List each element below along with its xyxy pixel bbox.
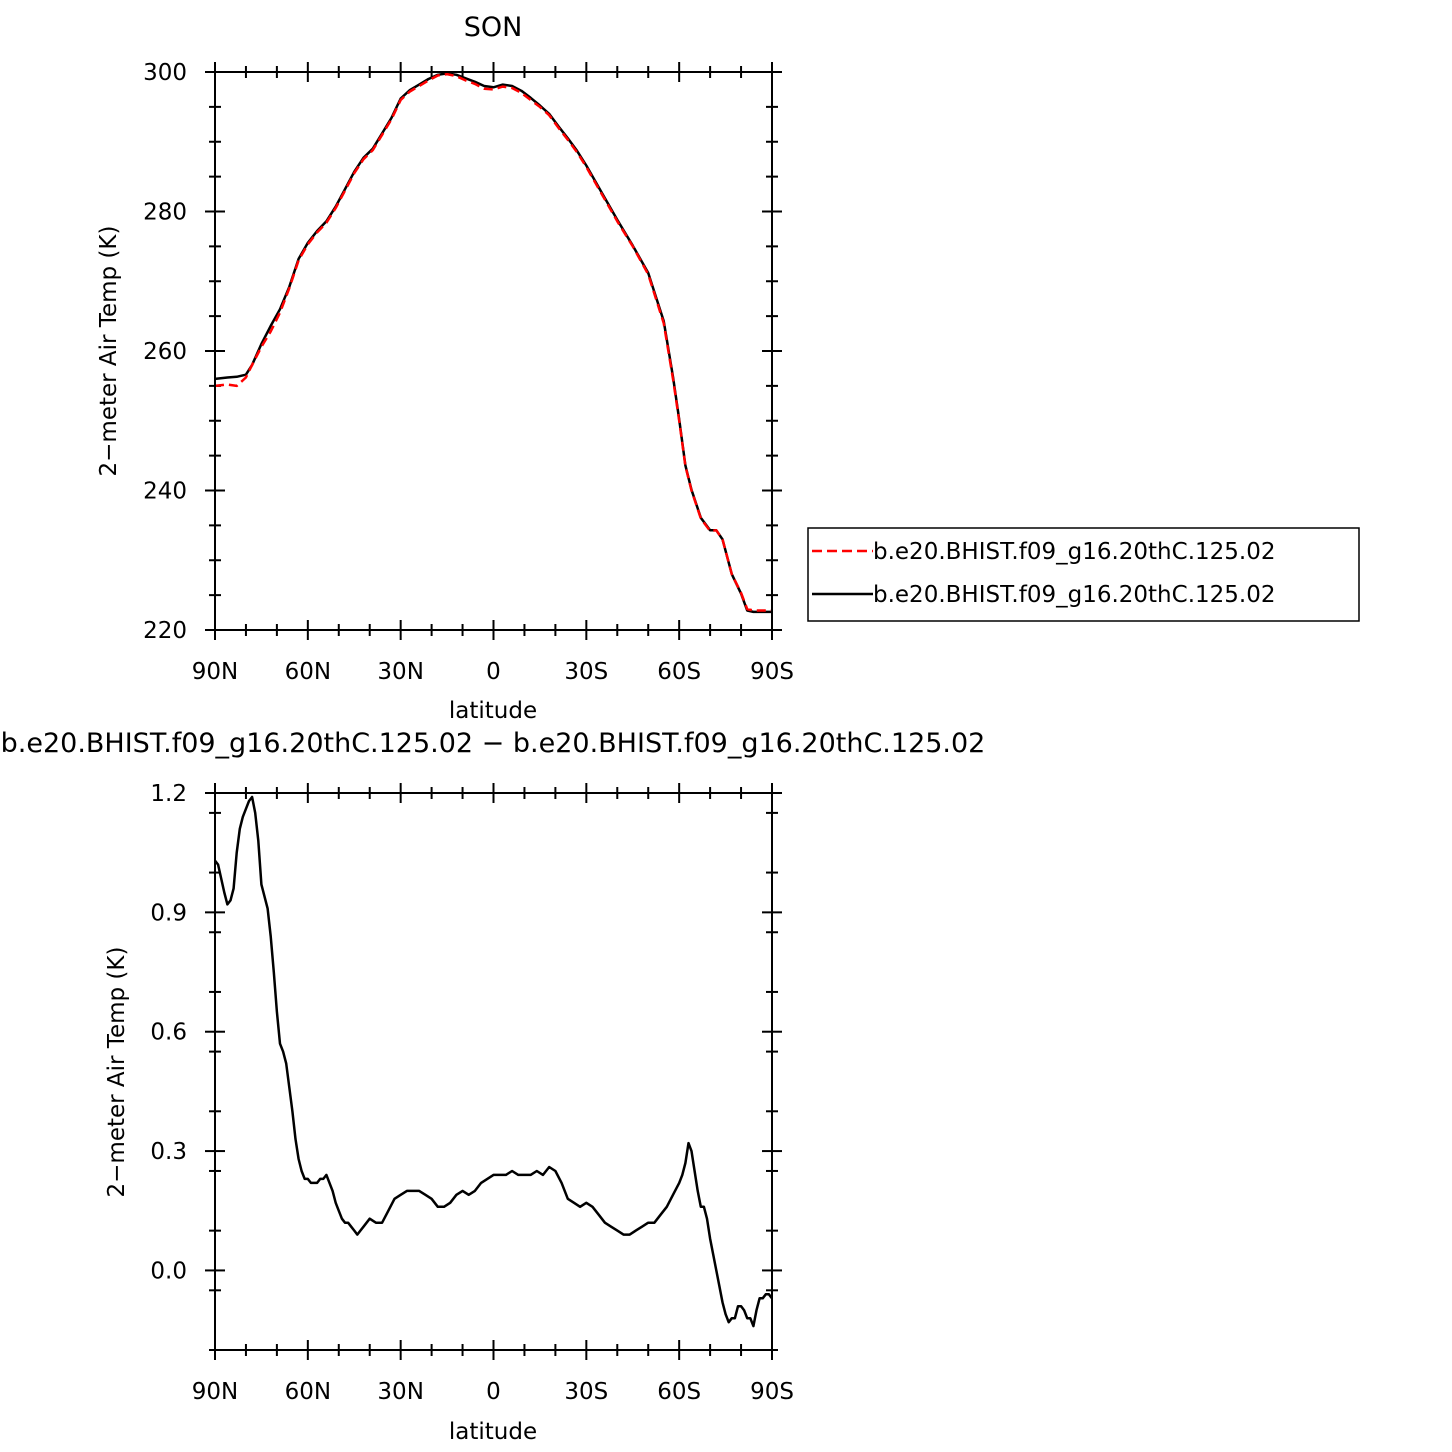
y-tick-label: 0.6 <box>150 1020 187 1046</box>
bottom-plot-frame <box>214 792 773 1351</box>
bottom-panel: 90N 60N 30N 0 30S 60S 90S 1.2 0.9 0.6 0.3 0.0 b.e20… <box>1 728 986 1445</box>
y-tick-label: 280 <box>143 200 187 226</box>
y-tick-label: 0.9 <box>150 900 187 926</box>
top-tick-labels: 90N 60N 30N 0 30S 60S 90S 300 280 260 240 220 <box>143 60 794 685</box>
legend: b.e20.BHIST.f09_g16.20thC.125.02 b.e20.B… <box>807 527 1360 622</box>
y-tick-label: 0.0 <box>150 1258 187 1284</box>
top-chart-title: SON <box>464 12 523 43</box>
x-tick-label: 60S <box>657 659 701 685</box>
x-tick-label: 30N <box>377 1379 423 1405</box>
legend-label-2: b.e20.BHIST.f09_g16.20thC.125.02 <box>873 582 1275 608</box>
bottom-x-axis-label: latitude <box>449 1419 537 1445</box>
top-panel: 90N 60N 30N 0 30S 60S 90S 300 280 260 240 220 SON l… <box>96 12 794 724</box>
x-tick-label: 60N <box>285 1379 331 1405</box>
y-tick-label: 240 <box>143 479 187 505</box>
y-tick-label: 1.2 <box>150 781 187 807</box>
series-line-1 <box>214 72 772 612</box>
x-tick-label: 90N <box>192 659 238 685</box>
bottom-tick-labels: 90N 60N 30N 0 30S 60S 90S 1.2 0.9 0.6 0.3 0.0 <box>150 781 794 1405</box>
x-tick-label: 90S <box>750 1379 794 1405</box>
bottom-series <box>214 795 773 1328</box>
bottom-chart-title: b.e20.BHIST.f09_g16.20thC.125.02 − b.e20… <box>1 728 986 759</box>
x-tick-label: 30S <box>564 659 608 685</box>
bottom-ticks <box>205 783 782 1360</box>
y-tick-label: 300 <box>143 60 187 86</box>
x-tick-label: 30N <box>377 659 423 685</box>
x-tick-label: 0 <box>486 1379 501 1405</box>
series-line-1 <box>214 795 773 1328</box>
x-tick-label: 60S <box>657 1379 701 1405</box>
y-tick-label: 220 <box>143 618 187 644</box>
legend-label-1: b.e20.BHIST.f09_g16.20thC.125.02 <box>873 539 1275 565</box>
bottom-y-axis-label: 2−meter Air Temp (K) <box>104 947 130 1198</box>
legend-box <box>807 527 1360 622</box>
x-tick-label: 0 <box>486 659 501 685</box>
y-tick-label: 0.3 <box>150 1139 187 1165</box>
x-tick-label: 60N <box>285 659 331 685</box>
top-plot-frame <box>214 71 773 631</box>
top-series <box>214 72 772 614</box>
top-y-axis-label: 2−meter Air Temp (K) <box>96 226 122 477</box>
top-ticks <box>205 62 782 640</box>
x-tick-label: 90S <box>750 659 794 685</box>
x-tick-label: 30S <box>564 1379 608 1405</box>
top-x-axis-label: latitude <box>449 698 537 724</box>
y-tick-label: 260 <box>143 339 187 365</box>
series-line-2 <box>214 72 772 614</box>
x-tick-label: 90N <box>192 1379 238 1405</box>
